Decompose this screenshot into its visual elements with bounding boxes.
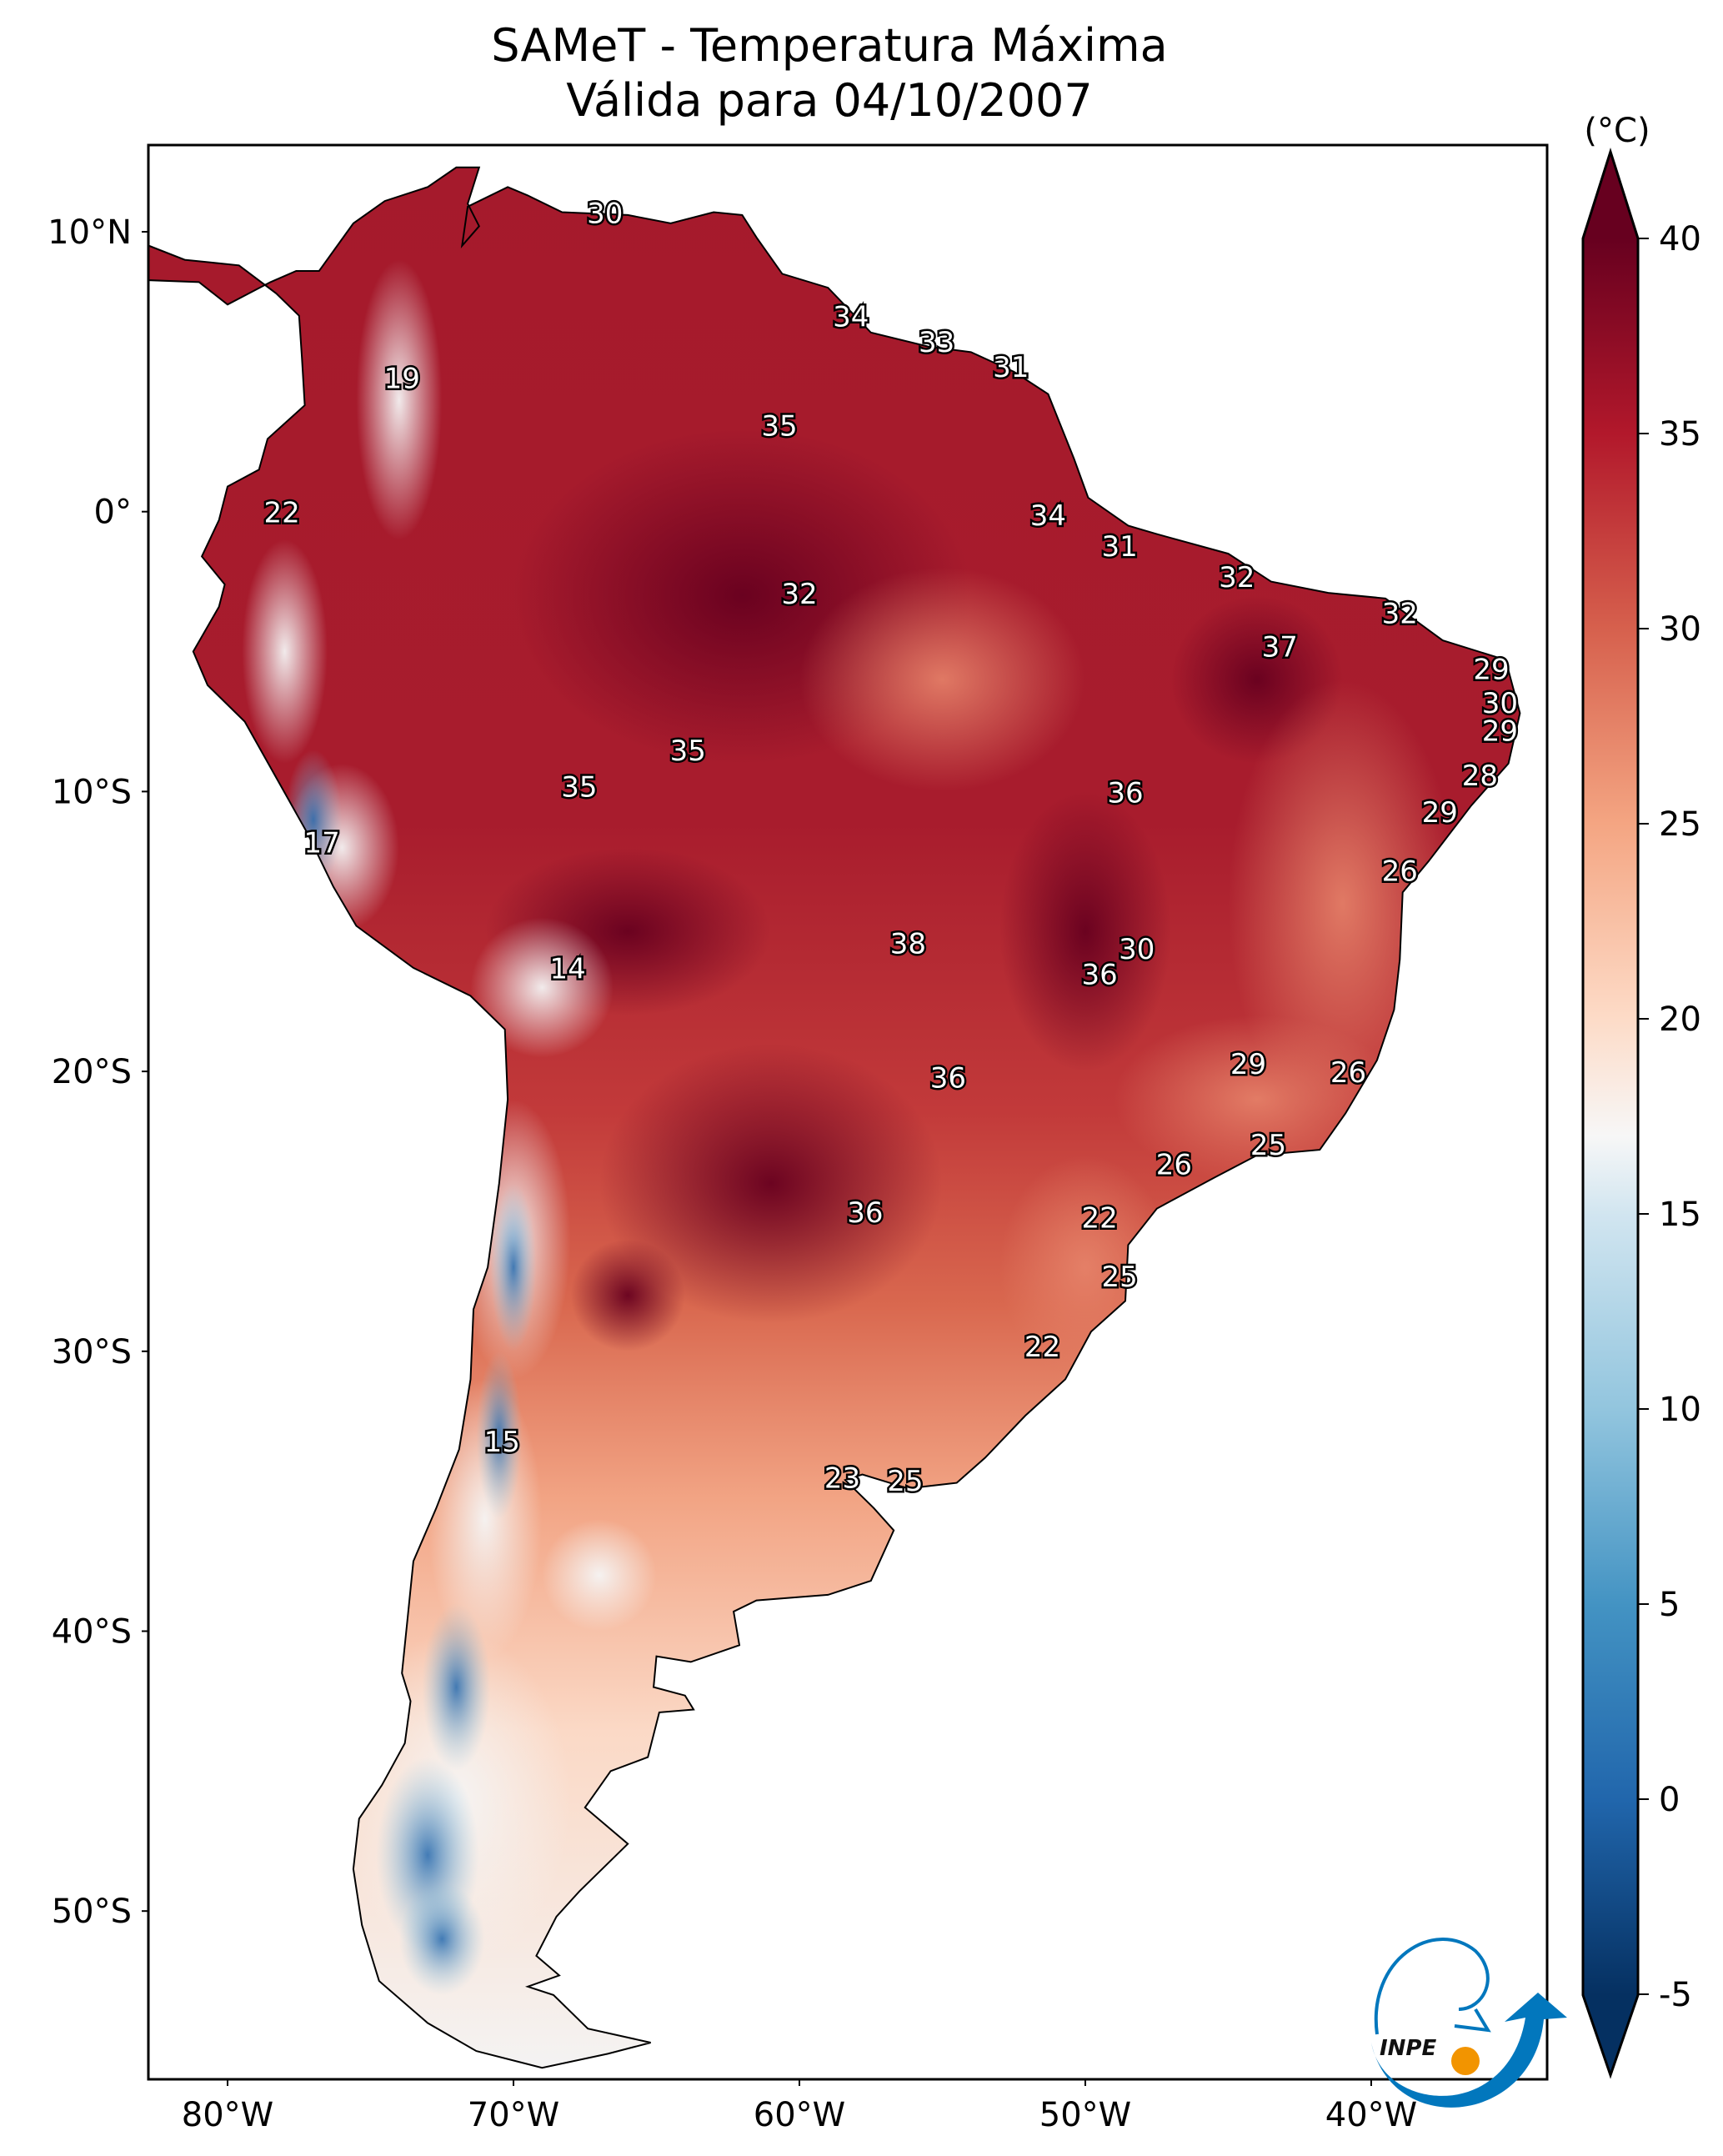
inpe-logo: INPE	[1371, 1938, 1567, 2108]
field-region	[470, 917, 614, 1058]
lat-tick-label: 40°S	[52, 1613, 132, 1652]
contour-label: 36	[1082, 958, 1118, 991]
contour-label: 37	[1262, 631, 1298, 664]
logo-sun	[1451, 2047, 1480, 2075]
contour-label: 30	[587, 197, 623, 230]
field-region	[542, 1519, 657, 1632]
contour-label: 19	[384, 362, 420, 395]
colorbar-tick-label: 15	[1659, 1196, 1701, 1234]
contour-label: 14	[550, 953, 586, 986]
contour-label: 33	[919, 326, 954, 359]
lat-tick-label: 30°S	[52, 1333, 132, 1371]
contour-label: 15	[484, 1426, 520, 1459]
title-line-1: SAMeT - Temperatura Máxima	[491, 19, 1168, 72]
map-frame	[147, 143, 1549, 2081]
contour-label: 25	[1250, 1129, 1286, 1162]
contour-label: 25	[1102, 1261, 1138, 1294]
colorbar-tick-label: 25	[1659, 805, 1701, 844]
lat-tick-label: 0°	[94, 494, 132, 532]
field-region	[999, 791, 1171, 1072]
contour-label: 22	[1082, 1202, 1118, 1236]
colorbar-tick-label: -5	[1659, 1976, 1692, 2014]
field-region	[599, 1043, 943, 1324]
contour-label: 31	[993, 351, 1029, 384]
colorbar-body	[1583, 238, 1638, 1995]
colorbar-extend-max	[1583, 152, 1638, 238]
colorbar-tick-label: 0	[1659, 1781, 1680, 1819]
lat-tick-label: 10°N	[48, 213, 132, 252]
title-line-2: Válida para 04/10/2007	[566, 74, 1093, 127]
contour-label: 17	[304, 827, 340, 860]
contour-label: 22	[1024, 1331, 1060, 1364]
colorbar-tick-label: 30	[1659, 610, 1701, 649]
logo-arrow-small	[1454, 2008, 1491, 2033]
contour-label: 30	[1482, 687, 1518, 720]
coastline	[148, 166, 1521, 2069]
field-region	[422, 1602, 491, 1772]
contour-label: 35	[670, 735, 706, 768]
lon-tick-label: 60°W	[754, 2096, 845, 2134]
axis-ticks: 10°N 0° 10°S 20°S 30°S 40°S 50°S 80°W 70°W 60°W 50…	[48, 213, 1417, 2134]
logo-swirl	[1374, 1938, 1490, 2035]
field-region	[799, 567, 1085, 792]
field-region	[570, 1239, 685, 1351]
field-region	[476, 1351, 523, 1520]
field-region	[490, 1183, 537, 1351]
contour-label: 36	[930, 1062, 966, 1096]
field-region	[242, 539, 328, 764]
logo-text: INPE	[1380, 2036, 1436, 2061]
contour-label: 31	[1102, 530, 1138, 564]
lat-tick-label: 10°S	[52, 773, 132, 811]
lon-tick-label: 70°W	[468, 2096, 559, 2134]
contour-label: 29	[1473, 654, 1509, 687]
contour-label: 32	[1382, 597, 1418, 630]
colorbar-tick-label: 40	[1659, 220, 1701, 258]
lon-tick-label: 50°W	[1039, 2096, 1131, 2134]
lat-tick-label: 20°S	[52, 1053, 132, 1091]
contour-label: 36	[1107, 776, 1143, 810]
colorbar-tick-label: 5	[1659, 1586, 1680, 1624]
field-region	[398, 1883, 485, 1995]
contour-label: 29	[1482, 714, 1518, 748]
contour-label: 29	[1230, 1048, 1266, 1081]
contour-label: 23	[824, 1462, 860, 1496]
contour-label: 26	[1382, 855, 1418, 888]
temperature-field	[148, 167, 1520, 2068]
contour-label: 36	[847, 1196, 883, 1230]
contour-label: 35	[761, 409, 797, 443]
contour-label: 32	[781, 578, 817, 611]
colorbar-tick-label: 10	[1659, 1391, 1701, 1429]
colorbar-unit: (°C)	[1584, 112, 1650, 150]
contour-label: 26	[1156, 1149, 1192, 1182]
contour-label: 29	[1422, 796, 1458, 830]
contour-label: 35	[561, 771, 597, 805]
field-region	[284, 750, 343, 890]
contour-label: 28	[1462, 760, 1498, 793]
contour-label: 34	[1030, 499, 1066, 533]
lon-tick-label: 40°W	[1325, 2096, 1417, 2134]
contour-label: 30	[1119, 933, 1155, 966]
colorbar-tick-label: 20	[1659, 1000, 1701, 1039]
contour-label: 25	[887, 1465, 923, 1498]
lat-tick-label: 50°S	[52, 1893, 132, 1931]
contour-label: 32	[1219, 561, 1255, 594]
logo-arrow-large	[1371, 1993, 1567, 2108]
contour-label: 22	[264, 497, 300, 530]
colorbar: 40 35 30 25 20 15 10 5 0 -5 (°C)	[1581, 112, 1701, 2079]
colorbar-extend-min	[1583, 1995, 1638, 2075]
field-region	[356, 259, 443, 540]
contour-label: 26	[1330, 1056, 1366, 1090]
lon-tick-label: 80°W	[182, 2096, 273, 2134]
colorbar-tick-label: 35	[1659, 415, 1701, 454]
contour-label: 38	[890, 928, 926, 961]
contour-label: 34	[833, 301, 869, 334]
map-title: SAMeT - Temperatura Máxima Válida para 0…	[0, 18, 1659, 128]
